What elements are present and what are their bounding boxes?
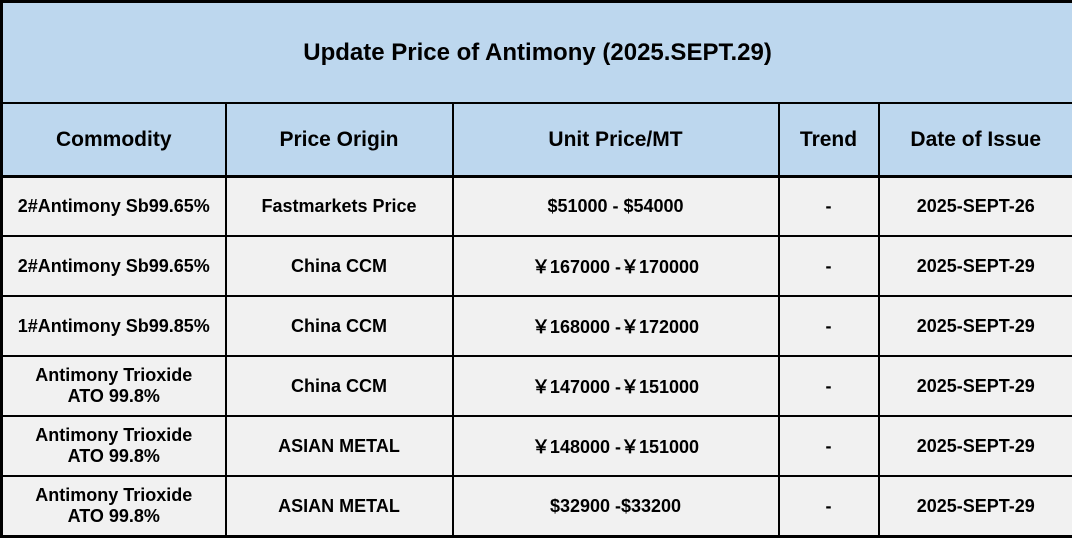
header-row: Commodity Price Origin Unit Price/MT Tre… (0, 102, 1072, 178)
table-row: Antimony Trioxide ATO 99.8% ASIAN METAL … (0, 415, 1072, 478)
cell-trend: - (777, 415, 880, 478)
cell-price-origin: China CCM (224, 355, 454, 418)
cell-commodity: 2#Antimony Sb99.65% (0, 235, 227, 298)
cell-unit-price: ￥168000 -￥172000 (451, 295, 780, 358)
page-title: Update Price of Antimony (2025.SEPT.29) (0, 0, 1072, 105)
cell-commodity: Antimony Trioxide ATO 99.8% (0, 415, 227, 478)
cell-commodity: Antimony Trioxide ATO 99.8% (0, 475, 227, 538)
cell-commodity: Antimony Trioxide ATO 99.8% (0, 355, 227, 418)
column-header-trend: Trend (777, 102, 880, 178)
cell-unit-price: ￥147000 -￥151000 (451, 355, 780, 418)
cell-trend: - (777, 235, 880, 298)
table-row: 2#Antimony Sb99.65% Fastmarkets Price $5… (0, 175, 1072, 238)
column-header-commodity: Commodity (0, 102, 227, 178)
cell-price-origin: China CCM (224, 295, 454, 358)
column-header-price-origin: Price Origin (224, 102, 454, 178)
column-header-unit-price: Unit Price/MT (451, 102, 780, 178)
cell-unit-price: $32900 -$33200 (451, 475, 780, 538)
cell-date-of-issue: 2025-SEPT-29 (877, 475, 1072, 538)
cell-date-of-issue: 2025-SEPT-29 (877, 295, 1072, 358)
cell-unit-price: $51000 - $54000 (451, 175, 780, 238)
column-header-date-of-issue: Date of Issue (877, 102, 1072, 178)
cell-trend: - (777, 175, 880, 238)
title-row: Update Price of Antimony (2025.SEPT.29) (0, 0, 1072, 105)
cell-date-of-issue: 2025-SEPT-26 (877, 175, 1072, 238)
cell-date-of-issue: 2025-SEPT-29 (877, 235, 1072, 298)
cell-unit-price: ￥167000 -￥170000 (451, 235, 780, 298)
cell-commodity: 2#Antimony Sb99.65% (0, 175, 227, 238)
cell-commodity: 1#Antimony Sb99.85% (0, 295, 227, 358)
cell-unit-price: ￥148000 -￥151000 (451, 415, 780, 478)
table-row: Antimony Trioxide ATO 99.8% ASIAN METAL … (0, 475, 1072, 538)
cell-trend: - (777, 475, 880, 538)
cell-date-of-issue: 2025-SEPT-29 (877, 415, 1072, 478)
cell-price-origin: China CCM (224, 235, 454, 298)
cell-price-origin: Fastmarkets Price (224, 175, 454, 238)
cell-price-origin: ASIAN METAL (224, 415, 454, 478)
cell-trend: - (777, 295, 880, 358)
cell-date-of-issue: 2025-SEPT-29 (877, 355, 1072, 418)
table-row: 2#Antimony Sb99.65% China CCM ￥167000 -￥… (0, 235, 1072, 298)
table-row: 1#Antimony Sb99.85% China CCM ￥168000 -￥… (0, 295, 1072, 358)
cell-trend: - (777, 355, 880, 418)
cell-price-origin: ASIAN METAL (224, 475, 454, 538)
table-row: Antimony Trioxide ATO 99.8% China CCM ￥1… (0, 355, 1072, 418)
